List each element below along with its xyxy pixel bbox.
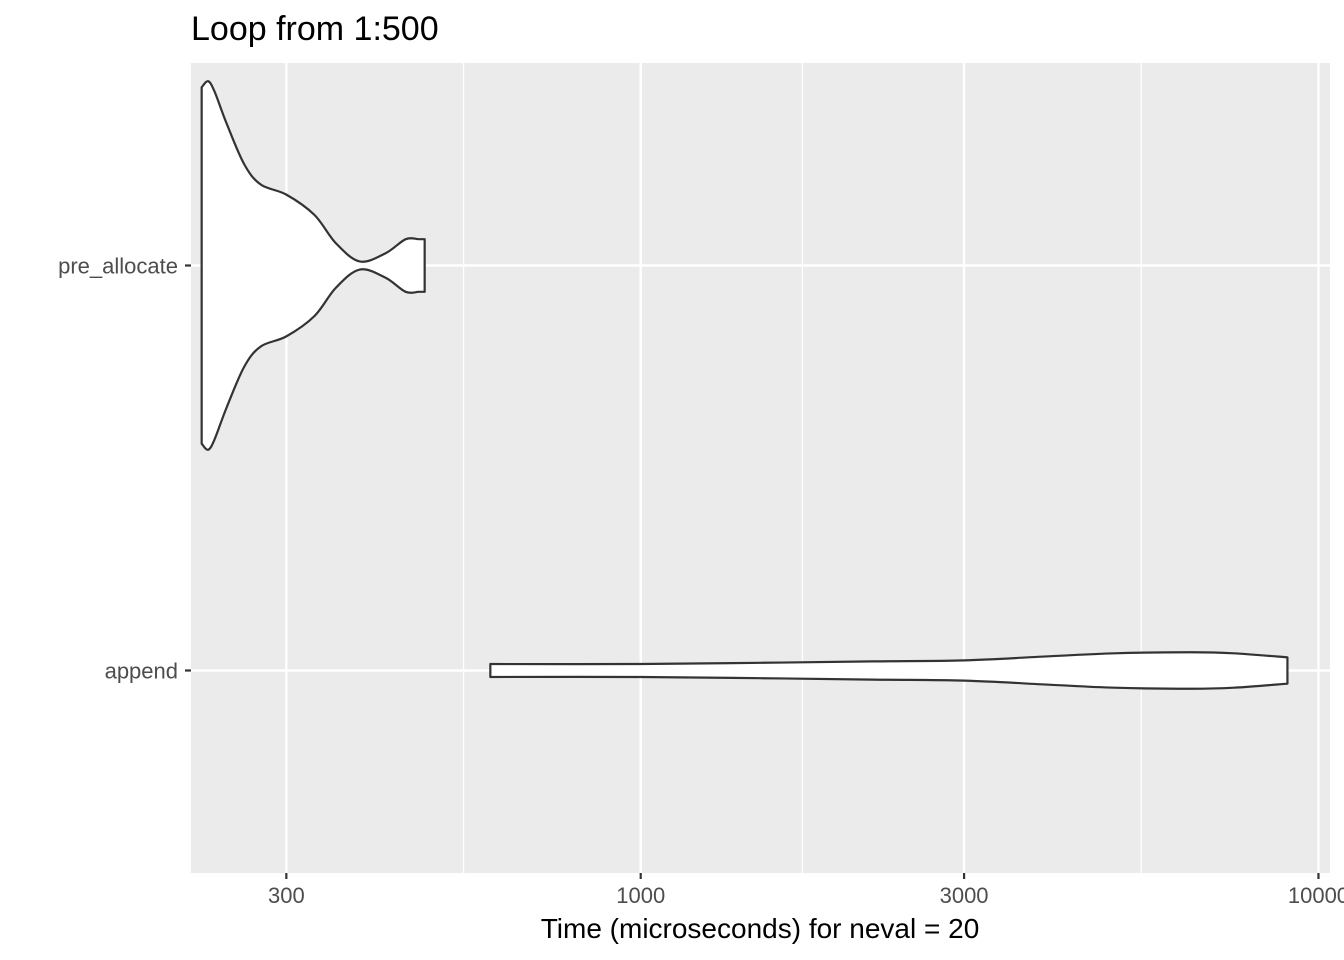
x-axis: 300 1000 3000 10000	[268, 873, 1344, 908]
x-tick-label: 300	[268, 883, 305, 908]
x-axis-title: Time (microseconds) for neval = 20	[541, 913, 980, 944]
chart-title: Loop from 1:500	[191, 10, 439, 48]
x-tick-label: 3000	[940, 883, 989, 908]
minor-gridlines	[462, 63, 1142, 873]
y-tick-label: append	[105, 659, 178, 684]
violins	[200, 80, 1289, 690]
y-tick-label: pre_allocate	[58, 254, 178, 279]
violin-append	[489, 651, 1289, 690]
violin-pre_allocate	[200, 80, 426, 451]
x-tick-label: 1000	[616, 883, 665, 908]
x-tick-label: 10000	[1288, 883, 1344, 908]
plot-panel	[191, 63, 1330, 873]
